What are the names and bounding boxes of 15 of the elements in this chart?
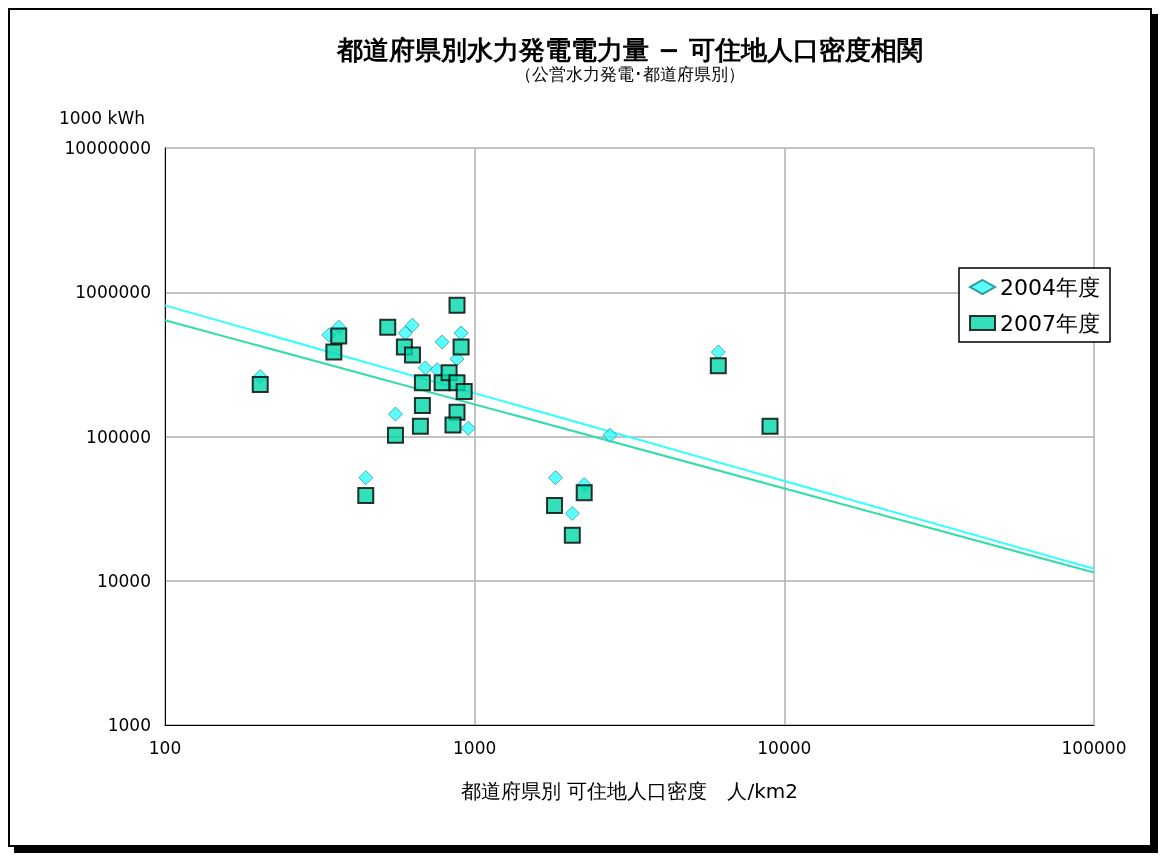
x-axis-title: 都道府県別 可住地人口密度 人/km2 [461, 779, 798, 803]
x-tick-label: 100 [148, 737, 182, 758]
x-tick-label: 100000 [1061, 737, 1127, 758]
y-tick-label: 100000 [86, 426, 151, 447]
chart-title: 都道府県別水力発電電力量 − 可住地人口密度相関 [336, 35, 923, 65]
y-tick-label: 1000000 [75, 282, 151, 303]
y-axis-title: 1000 kWh [58, 107, 145, 128]
legend-label: 2004年度 [1000, 274, 1101, 300]
y-tick-label: 10000000 [64, 138, 151, 158]
x-tick-label: 1000 [453, 737, 497, 758]
legend-label: 2007年度 [1000, 310, 1101, 336]
y-tick-label: 10000 [96, 570, 151, 591]
x-tick-label: 10000 [757, 737, 812, 758]
y-tick-label: 1000 [107, 715, 151, 735]
chart-subtitle: （公営水力発電･都道府県別） [515, 63, 745, 84]
